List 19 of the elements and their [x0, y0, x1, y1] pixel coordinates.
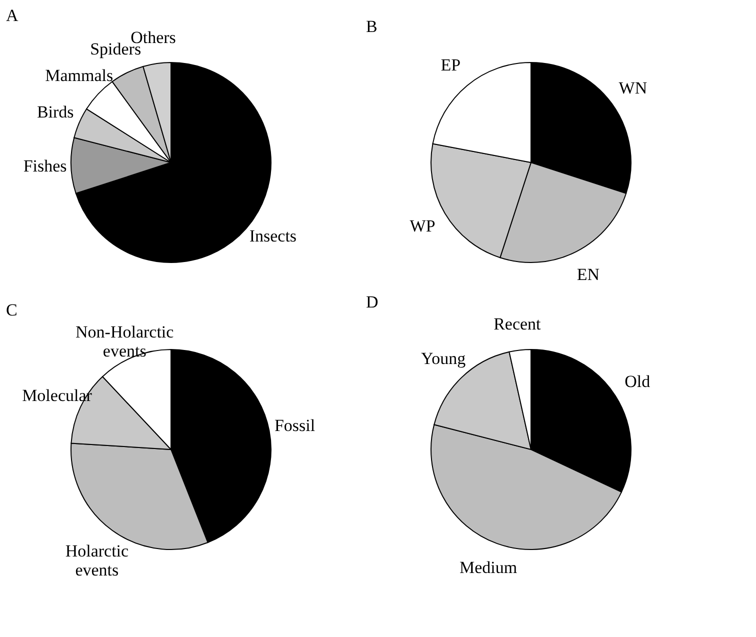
slice-label: Non-Holarctic events: [76, 322, 174, 360]
chart-title: B: [366, 17, 378, 36]
slice-label: EP: [440, 55, 461, 74]
slice-label: Recent: [494, 314, 542, 334]
slice-label: Holarctic events: [65, 541, 130, 580]
slice-label: Birds: [36, 102, 74, 122]
slice-label: Fossil: [274, 416, 316, 435]
slice-label: Medium: [460, 558, 518, 578]
slice-label: Young: [421, 349, 466, 368]
slice-label: Fishes: [23, 156, 67, 176]
slice-label: Insects: [249, 226, 297, 246]
slice-label: WP: [410, 216, 436, 236]
chart-title: A: [6, 6, 19, 25]
slice-label: WN: [618, 78, 648, 98]
chart-title: D: [366, 292, 378, 312]
slice-label: Old: [624, 372, 651, 391]
slice-label: Mammals: [45, 66, 114, 86]
chart-title: C: [6, 300, 18, 320]
slice-label: EN: [576, 264, 600, 284]
